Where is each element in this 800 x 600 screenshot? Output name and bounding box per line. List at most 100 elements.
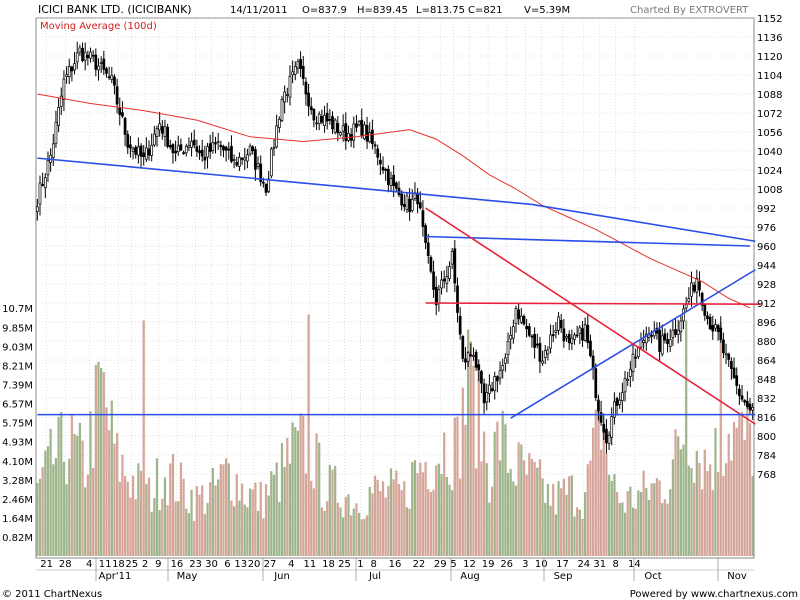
day-tick-label: 18 — [112, 559, 125, 570]
candle-body — [368, 132, 372, 143]
day-tick-label: 11 — [99, 559, 112, 570]
blue-trendline — [425, 235, 751, 247]
candle-body — [371, 129, 374, 144]
volume-bar — [562, 478, 565, 556]
blue-trendline — [37, 157, 533, 206]
volume-bar — [477, 363, 480, 556]
volume-bar — [142, 320, 145, 556]
volume-bar — [695, 450, 698, 556]
candle-body — [94, 54, 98, 70]
volume-bar — [568, 476, 571, 556]
volume-bar — [97, 361, 100, 556]
candle-body — [668, 339, 672, 347]
volume-bar — [198, 494, 201, 556]
candle-body — [426, 242, 430, 257]
candle-body — [682, 308, 685, 322]
volume-bar — [400, 490, 403, 556]
candle-body — [323, 114, 326, 126]
candle-body — [482, 383, 486, 404]
volume-tick-label: 9.85M — [2, 324, 33, 335]
price-tick-label: 960 — [757, 242, 776, 253]
volume-bar — [137, 463, 140, 556]
volume-bar — [86, 474, 89, 556]
volume-bar — [384, 497, 387, 556]
candle-body — [642, 339, 646, 343]
candle-body — [458, 315, 462, 335]
volume-tick-label: 3.28M — [2, 476, 33, 487]
volume-bar — [735, 427, 738, 556]
volume-bar — [108, 430, 111, 556]
month-label: Nov — [727, 571, 747, 582]
volume-tick-label: 7.39M — [2, 381, 33, 392]
day-tick-label: 13 — [234, 559, 247, 570]
month-label: Jun — [273, 571, 290, 582]
volume-bar — [661, 503, 664, 556]
volume-bar — [538, 459, 542, 556]
volume-bar — [586, 464, 589, 556]
volume-bar — [283, 466, 286, 556]
candle-body — [434, 286, 438, 306]
candle-body — [67, 66, 71, 78]
volume-bar — [389, 468, 393, 556]
candle-body — [748, 403, 752, 411]
day-tick-label: 16 — [389, 559, 402, 570]
day-tick-label: 8 — [613, 559, 619, 570]
candle-body — [573, 334, 576, 340]
volume-bar — [262, 518, 265, 556]
candle-body — [296, 61, 300, 69]
candle-body — [527, 326, 531, 336]
volume-bar — [350, 515, 353, 556]
volume-bar — [113, 443, 116, 556]
candle-body — [602, 423, 606, 433]
volume-bar — [674, 429, 677, 556]
volume-bar — [302, 415, 305, 556]
candle-body — [283, 91, 287, 103]
red-trendline — [425, 207, 756, 425]
volume-bar — [62, 461, 66, 556]
candle-body — [379, 159, 382, 165]
candle-body — [546, 349, 550, 355]
volume-bar — [650, 483, 653, 556]
volume-bar — [145, 484, 148, 556]
day-tick-label: 23 — [189, 559, 202, 570]
volume-bar — [222, 464, 225, 556]
candle-body — [613, 401, 616, 418]
volume-bar — [663, 499, 667, 556]
candle-body — [522, 316, 526, 325]
volume-bar — [751, 475, 754, 556]
candle-body — [551, 334, 555, 337]
volume-bar — [115, 433, 119, 556]
volume-bar — [618, 503, 621, 556]
volume-bar — [740, 411, 744, 556]
candle-body — [277, 118, 281, 129]
candle-body — [698, 281, 701, 291]
candle-body — [530, 335, 534, 338]
volume-bar — [387, 485, 390, 556]
candle-body — [198, 150, 201, 154]
volume-bar — [147, 477, 151, 556]
candle-body — [331, 116, 334, 130]
candle-body — [336, 123, 340, 134]
candle-body — [384, 169, 388, 171]
volume-bar — [195, 486, 199, 556]
day-tick-label: 22 — [413, 559, 426, 570]
volume-bar — [100, 368, 103, 556]
volume-bar — [307, 314, 310, 556]
price-tick-label: 912 — [757, 299, 776, 310]
candle-body — [299, 59, 302, 69]
day-tick-label: 30 — [205, 559, 218, 570]
candle-body — [732, 367, 736, 378]
volume-bar — [376, 479, 379, 556]
price-tick-label: 1040 — [757, 147, 782, 158]
volume-value: V=5.39M — [524, 5, 570, 16]
volume-bar — [509, 468, 512, 556]
candle-body — [695, 277, 699, 293]
volume-bar — [634, 508, 637, 556]
volume-bar — [217, 479, 220, 556]
volume-bar — [121, 454, 124, 556]
volume-bar — [576, 507, 579, 556]
volume-bar — [169, 463, 172, 556]
volume-bar — [299, 413, 302, 556]
volume-bar — [405, 507, 409, 556]
volume-bar — [381, 481, 385, 556]
